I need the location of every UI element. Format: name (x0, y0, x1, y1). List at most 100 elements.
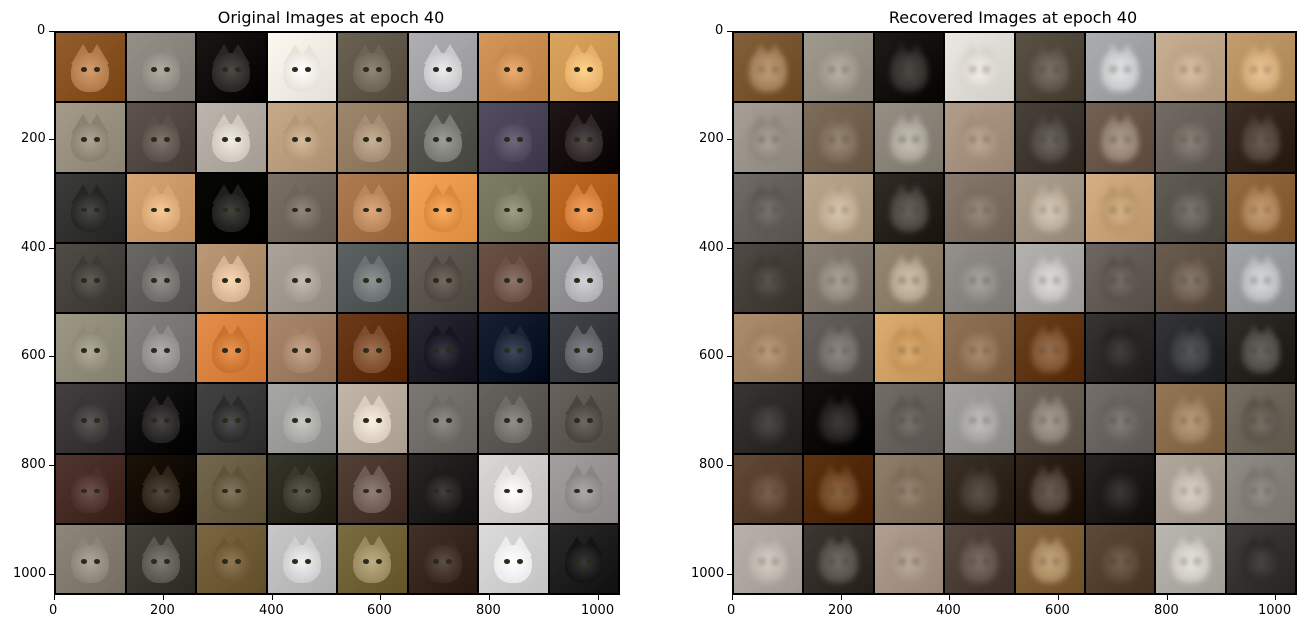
recovered-image-tile (1085, 314, 1155, 383)
recovered-image-tile (734, 173, 803, 242)
original-image-tile (126, 524, 195, 593)
recovered-image-tile (1015, 103, 1084, 172)
original-image-tile (549, 384, 618, 453)
left-y-tick-label: 600 (21, 348, 46, 363)
recovered-image-tile (734, 454, 803, 523)
recovered-image-tile (1015, 243, 1084, 312)
right-y-tick-label: 400 (699, 240, 724, 255)
original-image-tile (338, 524, 407, 593)
original-image-tile (56, 454, 125, 523)
recovered-image-tile (1085, 384, 1155, 453)
original-image-tile (479, 524, 548, 593)
recovered-image-tile (734, 103, 803, 172)
recovered-image-tile (945, 33, 1014, 102)
recovered-image-tile (734, 524, 803, 593)
recovered-image-tile (945, 243, 1014, 312)
original-image-tile (197, 454, 266, 523)
recovered-image-tile (1226, 314, 1295, 383)
original-image-tile (549, 524, 618, 593)
left-x-tick-label: 200 (150, 603, 175, 618)
original-image-tile (126, 243, 195, 312)
recovered-image-tile (945, 384, 1014, 453)
recovered-image-tile (1156, 243, 1225, 312)
original-image-tile (479, 314, 548, 383)
left-y-tick-label: 200 (21, 131, 46, 146)
original-image-tile (197, 243, 266, 312)
recovered-image-tile (1085, 173, 1155, 242)
recovered-image-tile (1015, 173, 1084, 242)
original-image-tile (197, 524, 266, 593)
original-image-tile (338, 173, 407, 242)
recovered-image-tile (945, 314, 1014, 383)
recovered-image-tile (1226, 33, 1295, 102)
original-image-tile (408, 314, 477, 383)
left-panel-title: Original Images at epoch 40 (217, 8, 445, 27)
recovered-image-tile (874, 173, 944, 242)
recovered-image-tile (804, 314, 873, 383)
recovered-image-tile (804, 454, 873, 523)
original-image-tile (479, 384, 548, 453)
original-image-tile (126, 384, 195, 453)
recovered-image-tile (804, 33, 873, 102)
original-image-tile (56, 384, 125, 453)
recovered-image-tile (804, 243, 873, 312)
original-image-tile (338, 314, 407, 383)
recovered-image-tile (874, 103, 944, 172)
original-image-tile (267, 454, 336, 523)
original-image-tile (549, 103, 618, 172)
recovered-image-tile (1156, 454, 1225, 523)
right-x-tick-label: 0 (727, 603, 736, 618)
recovered-image-tile (945, 173, 1014, 242)
right-image-grid (733, 32, 1296, 594)
left-x-tick-label: 400 (259, 603, 284, 618)
original-image-tile (56, 103, 125, 172)
original-image-tile (56, 173, 125, 242)
original-image-tile (267, 33, 336, 102)
original-image-tile (267, 103, 336, 172)
recovered-image-tile (945, 103, 1014, 172)
original-image-tile (338, 33, 407, 102)
original-image-tile (408, 524, 477, 593)
original-image-tile (126, 33, 195, 102)
original-image-tile (479, 243, 548, 312)
original-image-tile (408, 384, 477, 453)
recovered-image-tile (1156, 33, 1225, 102)
original-image-tile (267, 524, 336, 593)
original-image-tile (408, 33, 477, 102)
original-image-tile (197, 103, 266, 172)
recovered-image-tile (1085, 524, 1155, 593)
original-image-tile (56, 314, 125, 383)
recovered-image-tile (874, 454, 944, 523)
recovered-image-tile (874, 243, 944, 312)
right-y-tick-label: 0 (715, 23, 724, 38)
right-panel-title: Recovered Images at epoch 40 (888, 8, 1138, 27)
original-image-tile (197, 384, 266, 453)
recovered-image-tile (1226, 454, 1295, 523)
recovered-image-tile (734, 33, 803, 102)
recovered-image-tile (804, 173, 873, 242)
left-x-tick-label: 600 (367, 603, 392, 618)
original-image-tile (338, 243, 407, 312)
original-image-tile (56, 33, 125, 102)
recovered-image-tile (734, 384, 803, 453)
recovered-image-tile (874, 33, 944, 102)
recovered-image-tile (945, 524, 1014, 593)
original-image-tile (338, 454, 407, 523)
original-image-tile (126, 454, 195, 523)
recovered-image-tile (874, 524, 944, 593)
right-y-tick-label: 200 (699, 131, 724, 146)
original-image-tile (479, 103, 548, 172)
recovered-image-tile (1156, 173, 1225, 242)
right-x-tick-label: 800 (1154, 603, 1179, 618)
recovered-image-tile (1085, 33, 1155, 102)
right-x-tick-label: 600 (1045, 603, 1070, 618)
left-x-tick-label: 0 (49, 603, 58, 618)
original-image-tile (408, 103, 477, 172)
recovered-image-tile (1015, 454, 1084, 523)
left-y-tick-label: 400 (21, 240, 46, 255)
recovered-image-tile (1085, 243, 1155, 312)
recovered-image-tile (1156, 103, 1225, 172)
original-image-tile (408, 243, 477, 312)
recovered-image-tile (1015, 33, 1084, 102)
